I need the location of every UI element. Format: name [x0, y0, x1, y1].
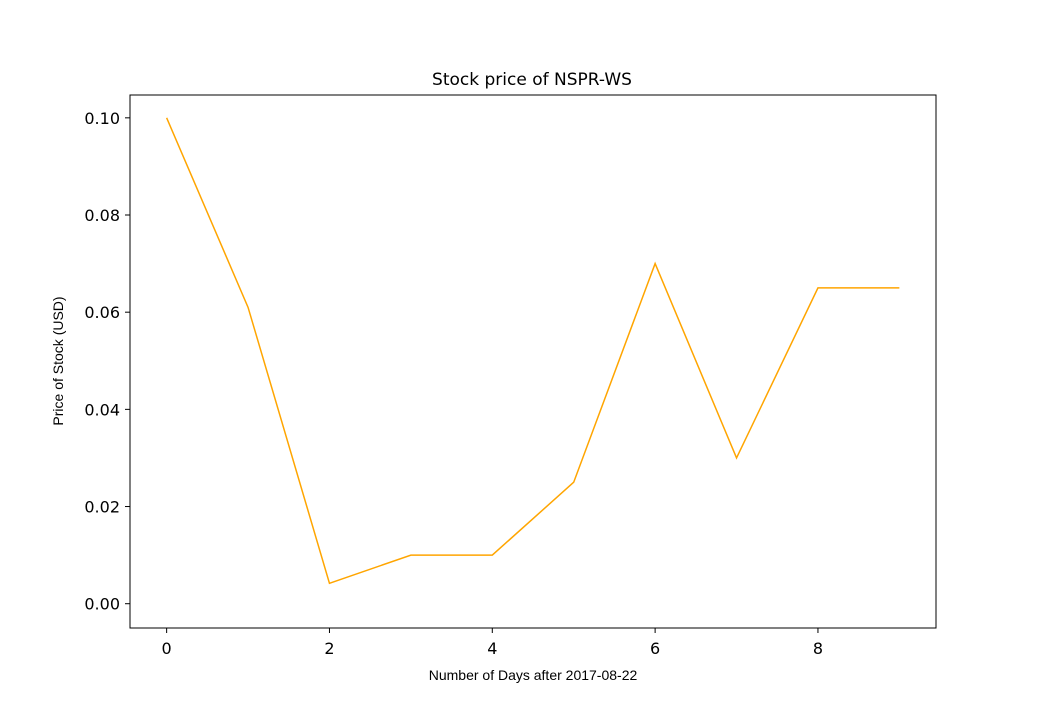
y-tick-label: 0.04: [84, 400, 120, 419]
y-axis-label: Price of Stock (USD): [50, 296, 66, 425]
x-tick-label: 4: [487, 639, 497, 658]
y-tick-label: 0.00: [84, 595, 120, 614]
x-tick-label: 2: [324, 639, 334, 658]
chart-title: Stock price of NSPR-WS: [432, 70, 632, 90]
y-tick-label: 0.08: [84, 206, 120, 225]
y-tick-label: 0.02: [84, 498, 120, 517]
y-tick-label: 0.10: [84, 109, 120, 128]
x-tick-label: 8: [813, 639, 823, 658]
x-tick-label: 6: [650, 639, 660, 658]
x-tick-label: 0: [162, 639, 172, 658]
x-axis-label: Number of Days after 2017-08-22: [429, 667, 638, 683]
plot-frame: [129, 94, 937, 629]
series-line-0: [165, 117, 900, 585]
y-tick-label: 0.06: [84, 303, 120, 322]
plot-area: [165, 117, 900, 585]
x-axis: 0 2 4 6 8: [162, 628, 823, 658]
y-axis: 0.00 0.02 0.04 0.06 0.08 0.10: [84, 109, 130, 614]
